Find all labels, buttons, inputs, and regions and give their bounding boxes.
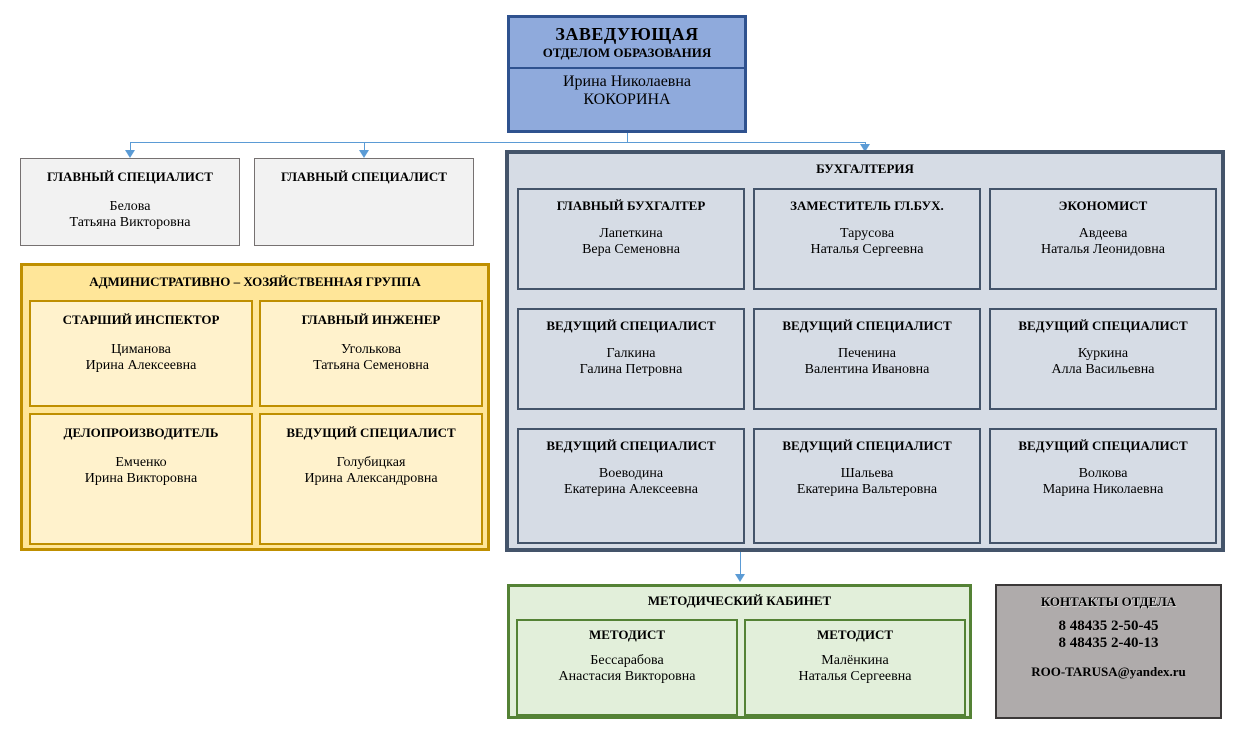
connector-arrow (125, 150, 135, 158)
connector-arrow (735, 574, 745, 582)
acct-cell: ЭКОНОМИСТ Авдеева Наталья Леонидовна (989, 188, 1217, 290)
role-label: ГЛАВНЫЙ СПЕЦИАЛИСТ (255, 169, 473, 185)
role-label: ЭКОНОМИСТ (991, 198, 1215, 214)
acct-cell: ГЛАВНЫЙ БУХГАЛТЕР Лапеткина Вера Семенов… (517, 188, 745, 290)
person-name: Воеводина (519, 466, 743, 482)
person-name: Емченко (31, 455, 251, 471)
accounting-group: БУХГАЛТЕРИЯ ГЛАВНЫЙ БУХГАЛТЕР Лапеткина … (505, 150, 1225, 552)
accounting-header: БУХГАЛТЕРИЯ (509, 154, 1221, 184)
role-label: ГЛАВНЫЙ СПЕЦИАЛИСТ (21, 169, 239, 185)
method-group: МЕТОДИЧЕСКИЙ КАБИНЕТ МЕТОДИСТ Бессарабов… (507, 584, 972, 719)
head-name2: КОКОРИНА (510, 91, 744, 109)
person-name: Анастасия Викторовна (518, 669, 736, 685)
person-name: Марина Николаевна (991, 482, 1215, 498)
person-name: Екатерина Вальтеровна (755, 482, 979, 498)
acct-cell: ВЕДУЩИЙ СПЕЦИАЛИСТ Галкина Галина Петров… (517, 308, 745, 410)
role-label: ВЕДУЩИЙ СПЕЦИАЛИСТ (519, 438, 743, 454)
admin-cell: ДЕЛОПРОИЗВОДИТЕЛЬ Емченко Ирина Викторов… (29, 413, 253, 545)
person-name: Малёнкина (746, 653, 964, 669)
acct-cell: ВЕДУЩИЙ СПЕЦИАЛИСТ Волкова Марина Никола… (989, 428, 1217, 544)
org-chart: ЗАВЕДУЮЩАЯ ОТДЕЛОМ ОБРАЗОВАНИЯ Ирина Ник… (0, 0, 1235, 729)
connector (130, 142, 865, 143)
role-label: ГЛАВНЫЙ БУХГАЛТЕР (519, 198, 743, 214)
head-title2: ОТДЕЛОМ ОБРАЗОВАНИЯ (510, 45, 744, 61)
role-label: МЕТОДИСТ (518, 627, 736, 643)
connector (740, 552, 741, 576)
person-name: Тарусова (755, 226, 979, 242)
role-label: ЗАМЕСТИТЕЛЬ ГЛ.БУХ. (755, 198, 979, 214)
person-name: Галина Петровна (519, 362, 743, 378)
specialist-box-2: ГЛАВНЫЙ СПЕЦИАЛИСТ (254, 158, 474, 246)
head-box: ЗАВЕДУЮЩАЯ ОТДЕЛОМ ОБРАЗОВАНИЯ Ирина Ник… (507, 15, 747, 133)
method-header: МЕТОДИЧЕСКИЙ КАБИНЕТ (510, 587, 969, 615)
role-label: ВЕДУЩИЙ СПЕЦИАЛИСТ (991, 318, 1215, 334)
person-name: Валентина Ивановна (755, 362, 979, 378)
person-name: Ирина Александровна (261, 471, 481, 487)
meth-cell: МЕТОДИСТ Бессарабова Анастасия Викторовн… (516, 619, 738, 716)
role-label: ВЕДУЩИЙ СПЕЦИАЛИСТ (991, 438, 1215, 454)
role-label: ДЕЛОПРОИЗВОДИТЕЛЬ (31, 425, 251, 441)
acct-cell: ВЕДУЩИЙ СПЕЦИАЛИСТ Воеводина Екатерина А… (517, 428, 745, 544)
admin-cell: ВЕДУЩИЙ СПЕЦИАЛИСТ Голубицкая Ирина Алек… (259, 413, 483, 545)
connector (627, 133, 628, 142)
person-name: Циманова (31, 342, 251, 358)
acct-cell: ВЕДУЩИЙ СПЕЦИАЛИСТ Куркина Алла Васильев… (989, 308, 1217, 410)
contact-header: КОНТАКТЫ ОТДЕЛА (997, 594, 1220, 610)
person-name: Куркина (991, 346, 1215, 362)
admin-cell: ГЛАВНЫЙ ИНЖЕНЕР Уголькова Татьяна Семено… (259, 300, 483, 407)
admin-group: АДМИНИСТРАТИВНО – ХОЗЯЙСТВЕННАЯ ГРУППА С… (20, 263, 490, 551)
specialist-box-1: ГЛАВНЫЙ СПЕЦИАЛИСТ Белова Татьяна Виктор… (20, 158, 240, 246)
person-name: Шальева (755, 466, 979, 482)
person-name: Бессарабова (518, 653, 736, 669)
person-name: Наталья Сергеевна (755, 242, 979, 258)
person-name: Авдеева (991, 226, 1215, 242)
person-name: Екатерина Алексеевна (519, 482, 743, 498)
head-title1: ЗАВЕДУЮЩАЯ (510, 24, 744, 45)
role-label: ГЛАВНЫЙ ИНЖЕНЕР (261, 312, 481, 328)
role-label: ВЕДУЩИЙ СПЕЦИАЛИСТ (261, 425, 481, 441)
person-name: Алла Васильевна (991, 362, 1215, 378)
person-name: Белова (21, 199, 239, 215)
head-name1: Ирина Николаевна (510, 73, 744, 91)
person-name: Ирина Алексеевна (31, 358, 251, 374)
role-label: ВЕДУЩИЙ СПЕЦИАЛИСТ (755, 318, 979, 334)
person-name: Печенина (755, 346, 979, 362)
acct-cell: ЗАМЕСТИТЕЛЬ ГЛ.БУХ. Тарусова Наталья Сер… (753, 188, 981, 290)
role-label: ВЕДУЩИЙ СПЕЦИАЛИСТ (755, 438, 979, 454)
role-label: СТАРШИЙ ИНСПЕКТОР (31, 312, 251, 328)
person-name: Татьяна Семеновна (261, 358, 481, 374)
person-name: Голубицкая (261, 455, 481, 471)
person-name: Наталья Леонидовна (991, 242, 1215, 258)
role-label: ВЕДУЩИЙ СПЕЦИАЛИСТ (519, 318, 743, 334)
person-name: Галкина (519, 346, 743, 362)
acct-cell: ВЕДУЩИЙ СПЕЦИАЛИСТ Шальева Екатерина Вал… (753, 428, 981, 544)
role-label: МЕТОДИСТ (746, 627, 964, 643)
acct-cell: ВЕДУЩИЙ СПЕЦИАЛИСТ Печенина Валентина Ив… (753, 308, 981, 410)
contact-phone1: 8 48435 2-50-45 (997, 618, 1220, 635)
contact-email: ROO-TARUSA@yandex.ru (997, 664, 1220, 680)
admin-cell: СТАРШИЙ ИНСПЕКТОР Циманова Ирина Алексее… (29, 300, 253, 407)
contact-box: КОНТАКТЫ ОТДЕЛА 8 48435 2-50-45 8 48435 … (995, 584, 1222, 719)
person-name: Татьяна Викторовна (21, 215, 239, 231)
meth-cell: МЕТОДИСТ Малёнкина Наталья Сергеевна (744, 619, 966, 716)
connector-arrow (359, 150, 369, 158)
person-name: Вера Семеновна (519, 242, 743, 258)
person-name: Наталья Сергеевна (746, 669, 964, 685)
person-name: Лапеткина (519, 226, 743, 242)
person-name: Волкова (991, 466, 1215, 482)
admin-header: АДМИНИСТРАТИВНО – ХОЗЯЙСТВЕННАЯ ГРУППА (23, 266, 487, 298)
person-name: Уголькова (261, 342, 481, 358)
contact-phone2: 8 48435 2-40-13 (997, 635, 1220, 652)
person-name: Ирина Викторовна (31, 471, 251, 487)
